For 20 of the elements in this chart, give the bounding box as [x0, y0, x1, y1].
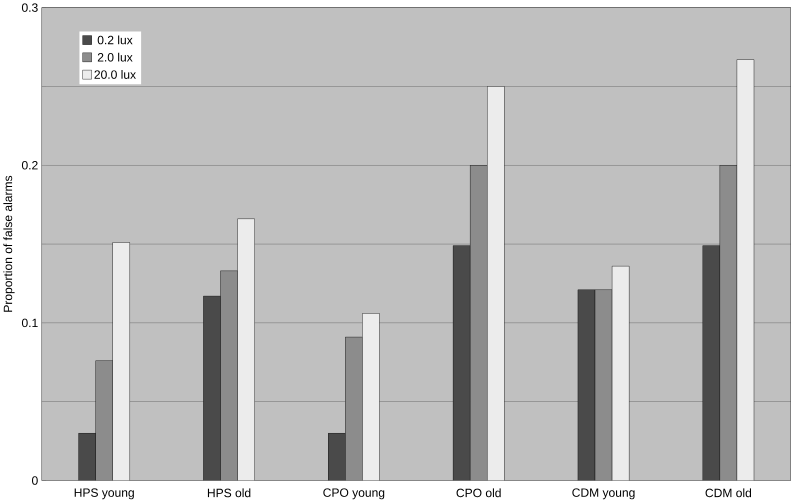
y-tick-label: 0.2	[22, 161, 38, 170]
y-tick-label: 0	[32, 476, 38, 485]
x-tick-label: CPO old	[456, 488, 501, 498]
bar	[736, 60, 754, 481]
x-tick-label: CPO young	[323, 488, 384, 500]
legend-label: 2.0 lux	[98, 52, 133, 62]
x-tick-label: CDM young	[572, 488, 635, 500]
bar	[362, 313, 380, 481]
legend-label: 0.2 lux	[98, 36, 133, 44]
x-tick-label: CDM old	[706, 488, 752, 498]
x-tick-label: HPS old	[208, 488, 250, 498]
legend-label: 20.0 lux	[94, 70, 136, 80]
bar	[237, 218, 255, 481]
y-tick-label: 0.3	[22, 4, 38, 12]
y-tick-label: 0.1	[22, 318, 38, 328]
y-axis-title: Proportion of false alarms	[3, 176, 15, 312]
bar	[487, 86, 505, 481]
x-tick-label: HPS young	[74, 488, 134, 500]
bar	[612, 266, 630, 481]
bar	[112, 242, 130, 481]
